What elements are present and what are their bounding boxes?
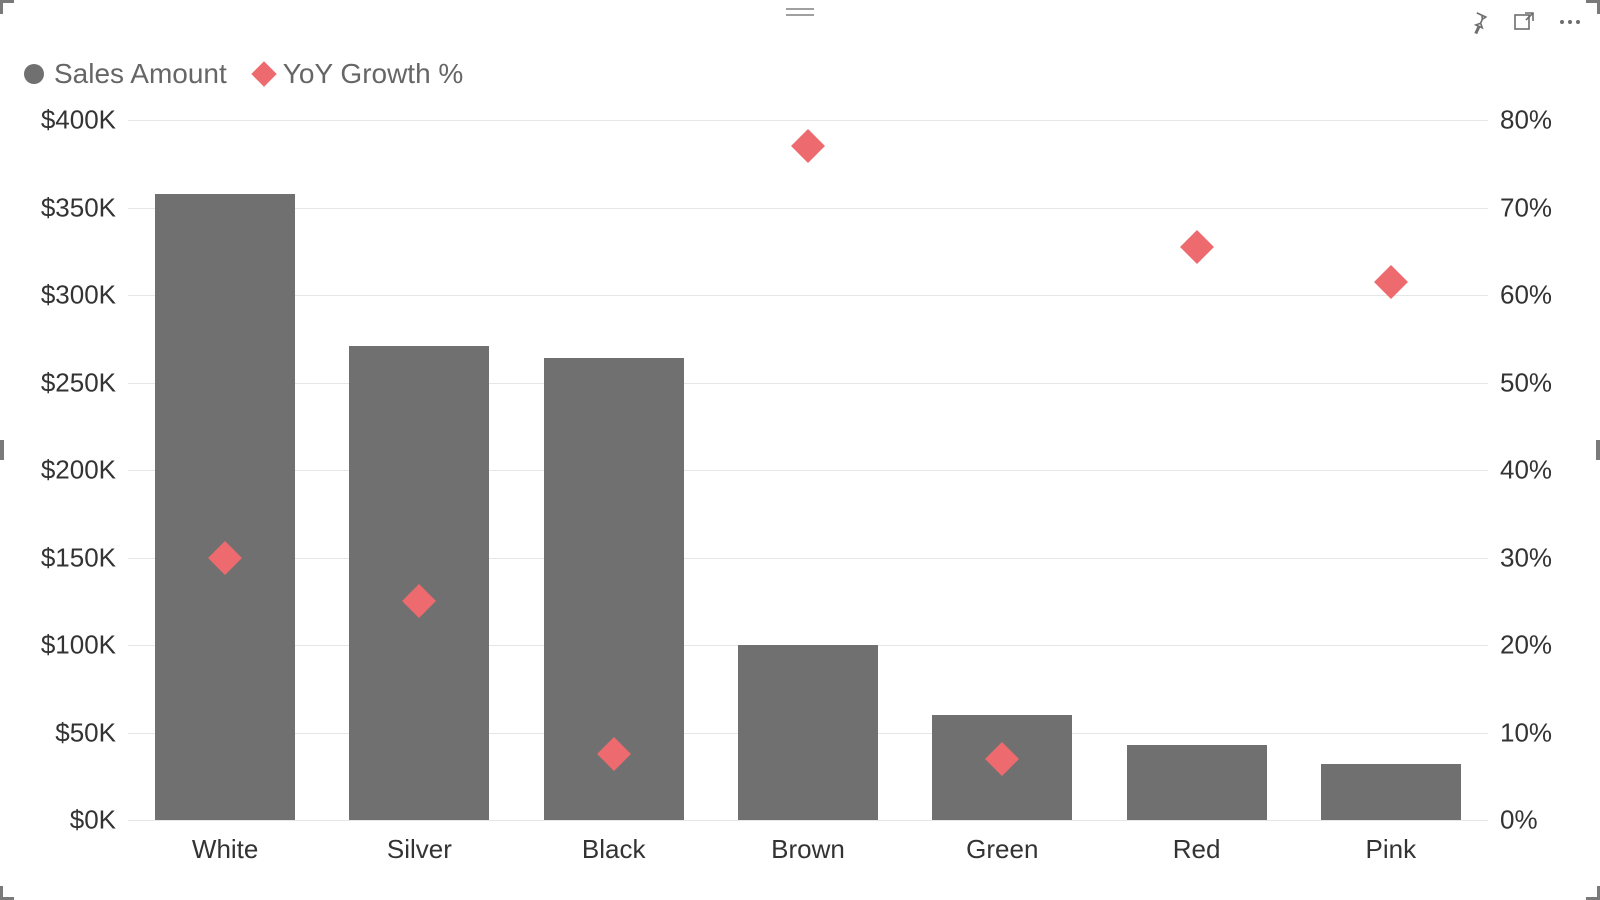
gridline xyxy=(128,383,1488,384)
circle-icon xyxy=(24,64,44,84)
data-marker[interactable] xyxy=(1180,230,1214,264)
y-left-tick-label: $200K xyxy=(0,455,116,486)
gridline xyxy=(128,558,1488,559)
resize-handle-right[interactable] xyxy=(1596,440,1600,460)
chart-legend: Sales Amount YoY Growth % xyxy=(24,58,463,90)
y-right-tick-label: 10% xyxy=(1500,717,1552,748)
bar[interactable] xyxy=(1127,745,1267,820)
y-right-tick-label: 30% xyxy=(1500,542,1552,573)
y-right-tick-label: 50% xyxy=(1500,367,1552,398)
diamond-icon xyxy=(251,61,276,86)
resize-handle-bl[interactable] xyxy=(0,882,18,900)
y-left-tick-label: $0K xyxy=(0,805,116,836)
y-left-tick-label: $100K xyxy=(0,630,116,661)
gridline xyxy=(128,470,1488,471)
x-tick-label: Silver xyxy=(387,834,452,865)
y-right-tick-label: 80% xyxy=(1500,105,1552,136)
x-tick-label: Green xyxy=(966,834,1038,865)
y-right-tick-label: 70% xyxy=(1500,192,1552,223)
legend-item[interactable]: YoY Growth % xyxy=(255,58,464,90)
focus-mode-icon[interactable] xyxy=(1510,8,1538,36)
y-right-tick-label: 20% xyxy=(1500,630,1552,661)
x-tick-label: White xyxy=(192,834,258,865)
more-options-icon[interactable] xyxy=(1556,8,1584,36)
data-marker[interactable] xyxy=(791,129,825,163)
x-tick-label: Pink xyxy=(1366,834,1417,865)
x-tick-label: Brown xyxy=(771,834,845,865)
x-tick-label: Black xyxy=(582,834,646,865)
bar[interactable] xyxy=(349,346,489,820)
visual-toolbar xyxy=(1464,8,1584,36)
drag-grip-icon[interactable] xyxy=(786,8,814,16)
y-left-tick-label: $300K xyxy=(0,280,116,311)
y-left-tick-label: $50K xyxy=(0,717,116,748)
gridline xyxy=(128,820,1488,821)
resize-handle-br[interactable] xyxy=(1582,882,1600,900)
gridline xyxy=(128,208,1488,209)
y-left-tick-label: $250K xyxy=(0,367,116,398)
legend-label: YoY Growth % xyxy=(283,58,464,90)
data-marker[interactable] xyxy=(1374,265,1408,299)
y-left-tick-label: $350K xyxy=(0,192,116,223)
y-right-tick-label: 40% xyxy=(1500,455,1552,486)
visual-frame: Sales Amount YoY Growth % $0K $50K $100K $15… xyxy=(0,0,1600,900)
pin-icon[interactable] xyxy=(1464,8,1492,36)
legend-item[interactable]: Sales Amount xyxy=(24,58,227,90)
x-tick-label: Red xyxy=(1173,834,1221,865)
gridline xyxy=(128,120,1488,121)
bar[interactable] xyxy=(738,645,878,820)
legend-label: Sales Amount xyxy=(54,58,227,90)
gridline xyxy=(128,295,1488,296)
bar[interactable] xyxy=(155,194,295,821)
combo-chart xyxy=(128,120,1488,820)
y-right-tick-label: 0% xyxy=(1500,805,1538,836)
resize-handle-tr[interactable] xyxy=(1582,0,1600,18)
resize-handle-tl[interactable] xyxy=(0,0,18,18)
y-left-tick-label: $400K xyxy=(0,105,116,136)
bar[interactable] xyxy=(1321,764,1461,820)
y-right-tick-label: 60% xyxy=(1500,280,1552,311)
y-left-tick-label: $150K xyxy=(0,542,116,573)
